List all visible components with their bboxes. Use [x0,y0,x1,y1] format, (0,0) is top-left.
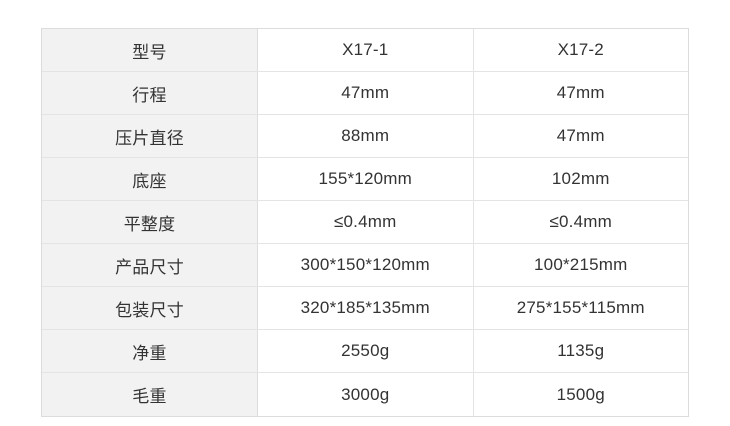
product-spec-table: 型号 X17-1 X17-2 行程 47mm 47mm 压片直径 88mm 47… [41,28,689,417]
spec-value-model-1: 300*150*120mm [258,244,474,286]
spec-label: 行程 [42,72,258,114]
table-header-row: 型号 X17-1 X17-2 [42,29,688,72]
table-row-press-diameter: 压片直径 88mm 47mm [42,115,688,158]
spec-label: 压片直径 [42,115,258,157]
spec-value-model-1: 2550g [258,330,474,372]
table-row-net-weight: 净重 2550g 1135g [42,330,688,373]
spec-label: 平整度 [42,201,258,243]
spec-value-model-1: 3000g [258,373,474,416]
spec-value-model-1: 47mm [258,72,474,114]
model-2-header: X17-2 [557,40,604,59]
spec-label: 产品尺寸 [42,244,258,286]
table-row-gross-weight: 毛重 3000g 1500g [42,373,688,416]
spec-value-model-2: 1500g [556,384,605,404]
table-row-product-size: 产品尺寸 300*150*120mm 100*215mm [42,244,688,287]
spec-value-model-2: 47mm [556,83,605,102]
spec-label: 毛重 [42,373,258,416]
spec-label: 底座 [42,158,258,200]
spec-value-model-2: 47mm [556,126,605,145]
spec-value-model-1: 88mm [258,115,474,157]
spec-value-model-2: 100*215mm [534,255,628,274]
spec-value-model-1: 155*120mm [258,158,474,200]
table-row-stroke: 行程 47mm 47mm [42,72,688,115]
spec-value-model-2: 275*155*115mm [516,298,645,317]
model-1-header: X17-1 [258,29,474,71]
spec-value-model-2: ≤0.4mm [549,212,612,231]
spec-value-model-2: 102mm [551,169,610,188]
spec-value-model-1: ≤0.4mm [258,201,474,243]
spec-label: 包装尺寸 [42,287,258,329]
spec-value-model-1: 320*185*135mm [258,287,474,329]
table-row-flatness: 平整度 ≤0.4mm ≤0.4mm [42,201,688,244]
spec-label-model: 型号 [42,29,258,71]
table-row-base: 底座 155*120mm 102mm [42,158,688,201]
table-row-package-size: 包装尺寸 320*185*135mm 275*155*115mm [42,287,688,330]
spec-value-model-2: 1135g [557,341,605,360]
spec-label: 净重 [42,330,258,372]
